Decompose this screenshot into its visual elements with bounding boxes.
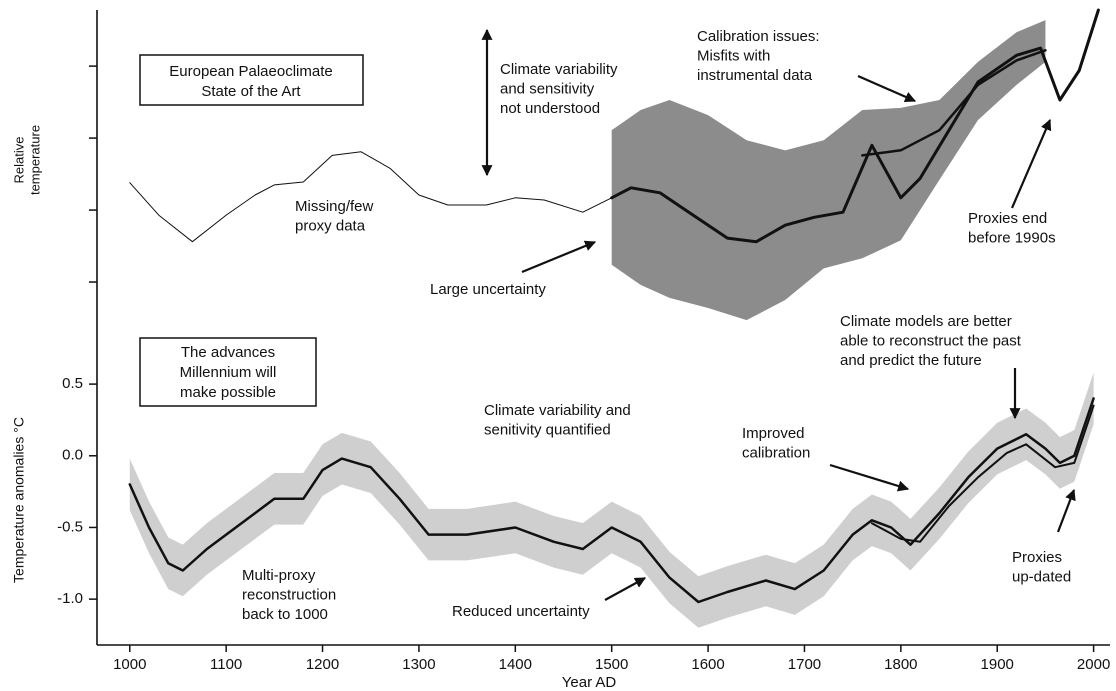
x-tick-label: 1600 [691, 656, 724, 673]
annotation: The advances [181, 344, 275, 361]
annotation: instrumental data [697, 67, 813, 84]
arrow [857, 74, 917, 103]
x-tick-label: 1100 [210, 656, 242, 673]
annotation: able to reconstruct the past [840, 332, 1022, 349]
annotation: Improved [742, 425, 805, 442]
x-tick-label: 1000 [113, 656, 146, 673]
annotation: State of the Art [201, 83, 301, 100]
annotation: Calibration issues: [697, 28, 820, 45]
y-axis-label: temperature [27, 125, 42, 195]
annotation: Multi-proxy [242, 567, 316, 584]
annotation: not understood [500, 100, 600, 117]
uncertainty-band [611, 20, 1046, 321]
x-tick-label: 2000 [1077, 656, 1110, 673]
annotation: Climate variability and [484, 402, 631, 419]
annotation: Millennium will [180, 364, 277, 381]
annotation: senitivity quantified [484, 421, 611, 438]
annotation: proxy data [295, 217, 366, 234]
annotation: up-dated [1012, 568, 1071, 585]
annotation: make possible [180, 384, 276, 401]
x-tick-label: 1500 [595, 656, 628, 673]
arrow [604, 577, 646, 601]
y-tick-label: 0.0 [62, 447, 83, 464]
annotation: reconstruction [242, 586, 336, 603]
arrow [1056, 488, 1076, 533]
annotation: calibration [742, 444, 810, 461]
annotation: European Palaeoclimate [169, 63, 332, 80]
arrow [1010, 118, 1052, 209]
annotation: Proxies end [968, 210, 1047, 227]
arrow [521, 240, 597, 274]
y-axis-label: Relative [11, 137, 26, 184]
line [129, 151, 613, 243]
annotation: Misfits with [697, 47, 770, 64]
x-tick-label: 1400 [499, 656, 532, 673]
line [128, 397, 1095, 604]
line [870, 404, 1095, 543]
x-tick-label: 1700 [788, 656, 821, 673]
annotation: Large uncertainty [430, 281, 546, 298]
line [861, 49, 1047, 157]
y-tick-label: 0.5 [62, 375, 83, 392]
x-tick-label: 1800 [884, 656, 917, 673]
y-axis-label: Temperature anomalies °C [11, 417, 27, 583]
annotation: Reduced uncertainty [452, 603, 590, 620]
arrows [481, 28, 1076, 601]
annotation: and sensitivity [500, 80, 595, 97]
annotation: Proxies [1012, 549, 1062, 566]
annotation: before 1990s [968, 229, 1056, 246]
x-tick-label: 1200 [306, 656, 339, 673]
x-tick-label: 1300 [402, 656, 435, 673]
annotation-box [139, 54, 364, 106]
annotation-box [139, 337, 317, 407]
annotation: Climate variability [500, 61, 618, 78]
annotation: Missing/few [295, 198, 374, 215]
x-tick-label: 1900 [981, 656, 1014, 673]
annotation: and predict the future [840, 352, 982, 369]
annotation: back to 1000 [242, 606, 328, 623]
y-tick-label: -0.5 [57, 518, 83, 535]
annotation: Climate models are better [840, 313, 1012, 330]
plots [128, 8, 1100, 628]
x-axis-label: Year AD [562, 674, 617, 691]
y-tick-label: -1.0 [57, 590, 83, 607]
line [610, 8, 1100, 244]
arrow [829, 463, 910, 492]
